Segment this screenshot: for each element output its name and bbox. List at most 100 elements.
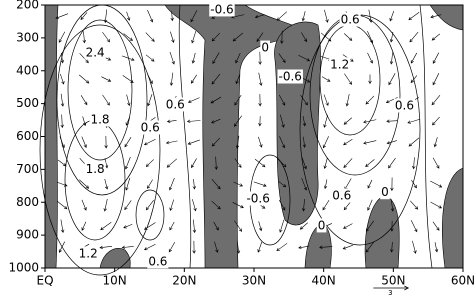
wind-arrow <box>170 11 174 22</box>
y-tick-label: 200 <box>16 0 39 12</box>
wind-arrow <box>368 9 373 23</box>
wind-arrow <box>59 136 65 149</box>
wind-arrow <box>432 52 440 64</box>
wind-arrow <box>169 72 174 86</box>
wind-arrow <box>187 139 200 145</box>
wind-arrow <box>60 73 65 85</box>
wind-arrow <box>192 219 197 234</box>
wind-arrow <box>166 119 177 123</box>
wind-arrow <box>278 94 286 106</box>
wind-arrow <box>365 220 374 232</box>
wind-arrow <box>124 200 132 211</box>
wind-arrow <box>278 53 286 63</box>
wind-arrow <box>323 114 328 128</box>
wind-arrow <box>123 33 133 41</box>
wind-arrow <box>232 202 244 209</box>
wind-arrow <box>233 181 244 187</box>
x-tick-label: 30N <box>242 274 266 288</box>
wind-arrow <box>168 177 175 191</box>
wind-arrow <box>385 97 398 104</box>
wind-arrow <box>145 199 154 211</box>
wind-arrow <box>410 75 418 84</box>
wind-arrow <box>190 10 198 23</box>
contour-label-bg <box>260 40 270 55</box>
wind-arrow <box>121 245 134 250</box>
wind-arrow <box>301 11 306 22</box>
wind-arrow <box>82 31 86 44</box>
wind-arrow <box>236 240 241 254</box>
wind-arrow <box>301 177 308 191</box>
y-tick-label: 900 <box>16 228 39 242</box>
y-tick-label: 300 <box>16 30 39 44</box>
wind-arrow <box>125 116 130 126</box>
wind-arrow <box>434 242 439 253</box>
contour-label-bg <box>339 12 361 27</box>
contour-label: 1.8 <box>90 113 109 127</box>
wind-arrow <box>56 200 68 210</box>
wind-arrow <box>78 74 90 84</box>
contour-label: 0 <box>381 185 389 199</box>
wind-arrow <box>322 199 330 211</box>
wind-arrow <box>126 94 131 107</box>
wind-arrow <box>235 74 241 85</box>
wind-arrow <box>431 95 441 106</box>
contour-label: 0.6 <box>332 189 351 203</box>
wind-arrow <box>363 119 377 124</box>
wind-arrow <box>343 138 353 146</box>
wind-arrow <box>280 114 285 128</box>
wind-arrow <box>301 157 307 170</box>
wind-arrow <box>58 241 65 253</box>
contour-label-bg <box>329 57 351 72</box>
wind-arrow <box>430 201 443 209</box>
wind-arrow <box>343 117 353 125</box>
contour-label: -0.6 <box>279 69 302 83</box>
wind-arrow <box>60 53 65 64</box>
contour-label: 0.6 <box>166 97 185 111</box>
wind-arrow <box>79 179 90 189</box>
wind-arrow <box>430 180 443 188</box>
wind-arrow <box>412 240 417 254</box>
wind-arrow <box>365 241 375 253</box>
wind-arrow <box>233 115 242 127</box>
wind-arrow <box>323 157 328 169</box>
wind-arrow <box>99 245 113 250</box>
wind-arrow <box>104 158 109 169</box>
reference-label: 3 <box>388 289 392 296</box>
wind-arrow <box>432 116 440 126</box>
wind-arrow <box>169 199 175 212</box>
wind-arrow <box>211 32 221 42</box>
wind-arrow <box>365 95 375 105</box>
wind-arrow <box>214 241 219 253</box>
wind-arrow <box>211 200 221 210</box>
wind-arrow <box>210 96 222 104</box>
y-tick-label: 500 <box>16 96 39 110</box>
wind-arrow <box>60 219 65 234</box>
contour-label-bg <box>380 185 390 200</box>
wind-arrow <box>212 52 220 64</box>
contour-label-bg <box>89 112 111 127</box>
wind-arrow <box>342 244 353 250</box>
contour-label: 2.4 <box>86 45 105 59</box>
wind-arrow <box>122 75 134 84</box>
wind-arrow <box>345 93 350 107</box>
y-tick-label: 700 <box>16 162 39 176</box>
wind-arrow <box>234 94 242 106</box>
contour-label-bg <box>164 97 186 112</box>
contour-label: 0 <box>261 41 269 55</box>
wind-arrow <box>235 135 240 149</box>
wind-arrow <box>432 157 440 169</box>
wind-arrow <box>386 140 397 145</box>
wind-arrow <box>80 12 88 20</box>
wind-arrow <box>103 198 108 212</box>
wind-arrow <box>234 220 243 232</box>
wind-arrow <box>299 222 308 230</box>
wind-arrow <box>104 135 108 149</box>
contour-label: 0 <box>318 218 326 232</box>
wind-arrow <box>126 11 131 21</box>
wind-arrow <box>323 94 329 107</box>
wind-arrow <box>60 93 65 107</box>
wind-arrow <box>81 136 87 148</box>
wind-arrow <box>412 157 416 170</box>
wind-arrow <box>432 73 440 86</box>
wind-arrow <box>343 158 353 169</box>
